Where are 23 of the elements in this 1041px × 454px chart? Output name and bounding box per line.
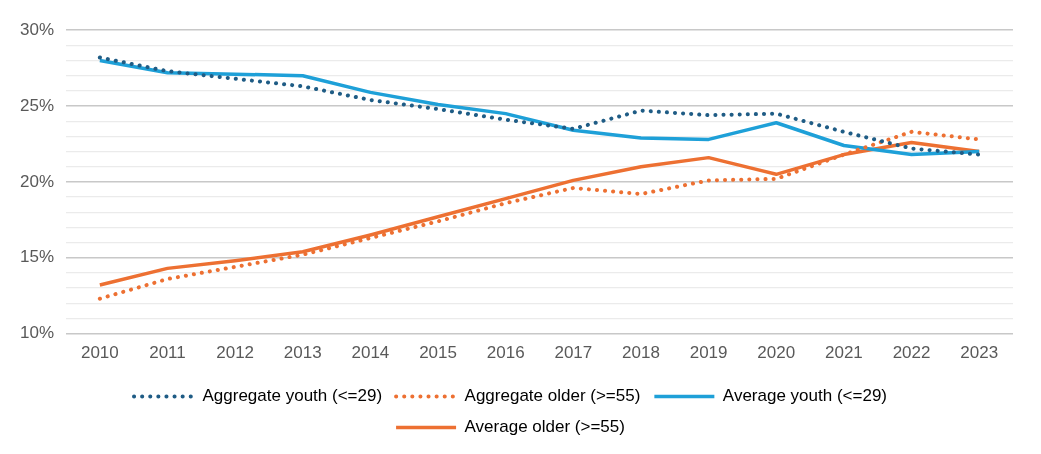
x-tick-label: 2020 [757,343,796,363]
y-tick-label: 30% [19,19,55,39]
legend-label: Aggregate youth (<=29) [202,386,383,406]
legend-label: Average older (>=55) [464,417,625,437]
x-tick-label: 2011 [149,343,186,363]
legend-label: Aggregate older (>=55) [464,386,641,406]
x-tick-label: 2012 [216,343,255,363]
x-tick-label: 2023 [960,343,999,363]
x-tick-label: 2016 [486,343,525,363]
y-tick-label: 10% [19,323,55,343]
legend-label: Average youth (<=29) [722,386,887,406]
y-tick-label: 25% [19,95,55,115]
x-tick-label: 2021 [824,343,863,363]
y-tick-label: 15% [19,247,55,267]
x-tick-label: 2022 [892,343,931,363]
x-tick-label: 2010 [80,343,119,363]
x-tick-label: 2017 [554,343,593,363]
x-tick-label: 2018 [622,343,660,363]
x-tick-label: 2019 [689,343,728,363]
x-tick-label: 2013 [283,343,322,363]
y-tick-label: 20% [19,171,55,191]
x-tick-label: 2015 [419,343,457,363]
x-tick-label: 2014 [351,343,390,363]
